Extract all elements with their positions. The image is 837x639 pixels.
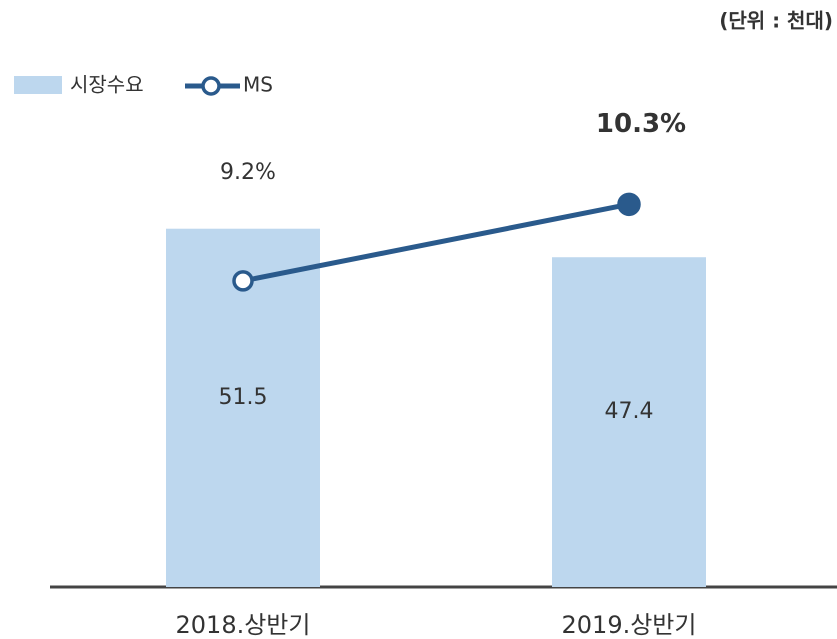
legend-label: MS: [243, 73, 273, 97]
ms-marker: [232, 270, 254, 292]
bar: [552, 257, 706, 587]
ms-value-label: 9.2%: [220, 160, 276, 185]
legend-marker: [201, 76, 221, 96]
ms-marker: [617, 192, 641, 217]
legend-label: 시장수요: [70, 73, 144, 97]
ms-line: [242, 201, 630, 284]
legend-swatch: [14, 76, 62, 94]
unit-label: (단위 : 천대): [719, 9, 833, 33]
x-tick-label: 2018.상반기: [176, 611, 311, 639]
ms-value-label: 10.3%: [596, 109, 686, 139]
bar-value-label: 47.4: [605, 399, 654, 424]
x-tick-label: 2019.상반기: [562, 611, 697, 639]
bar-value-label: 51.5: [219, 385, 268, 410]
